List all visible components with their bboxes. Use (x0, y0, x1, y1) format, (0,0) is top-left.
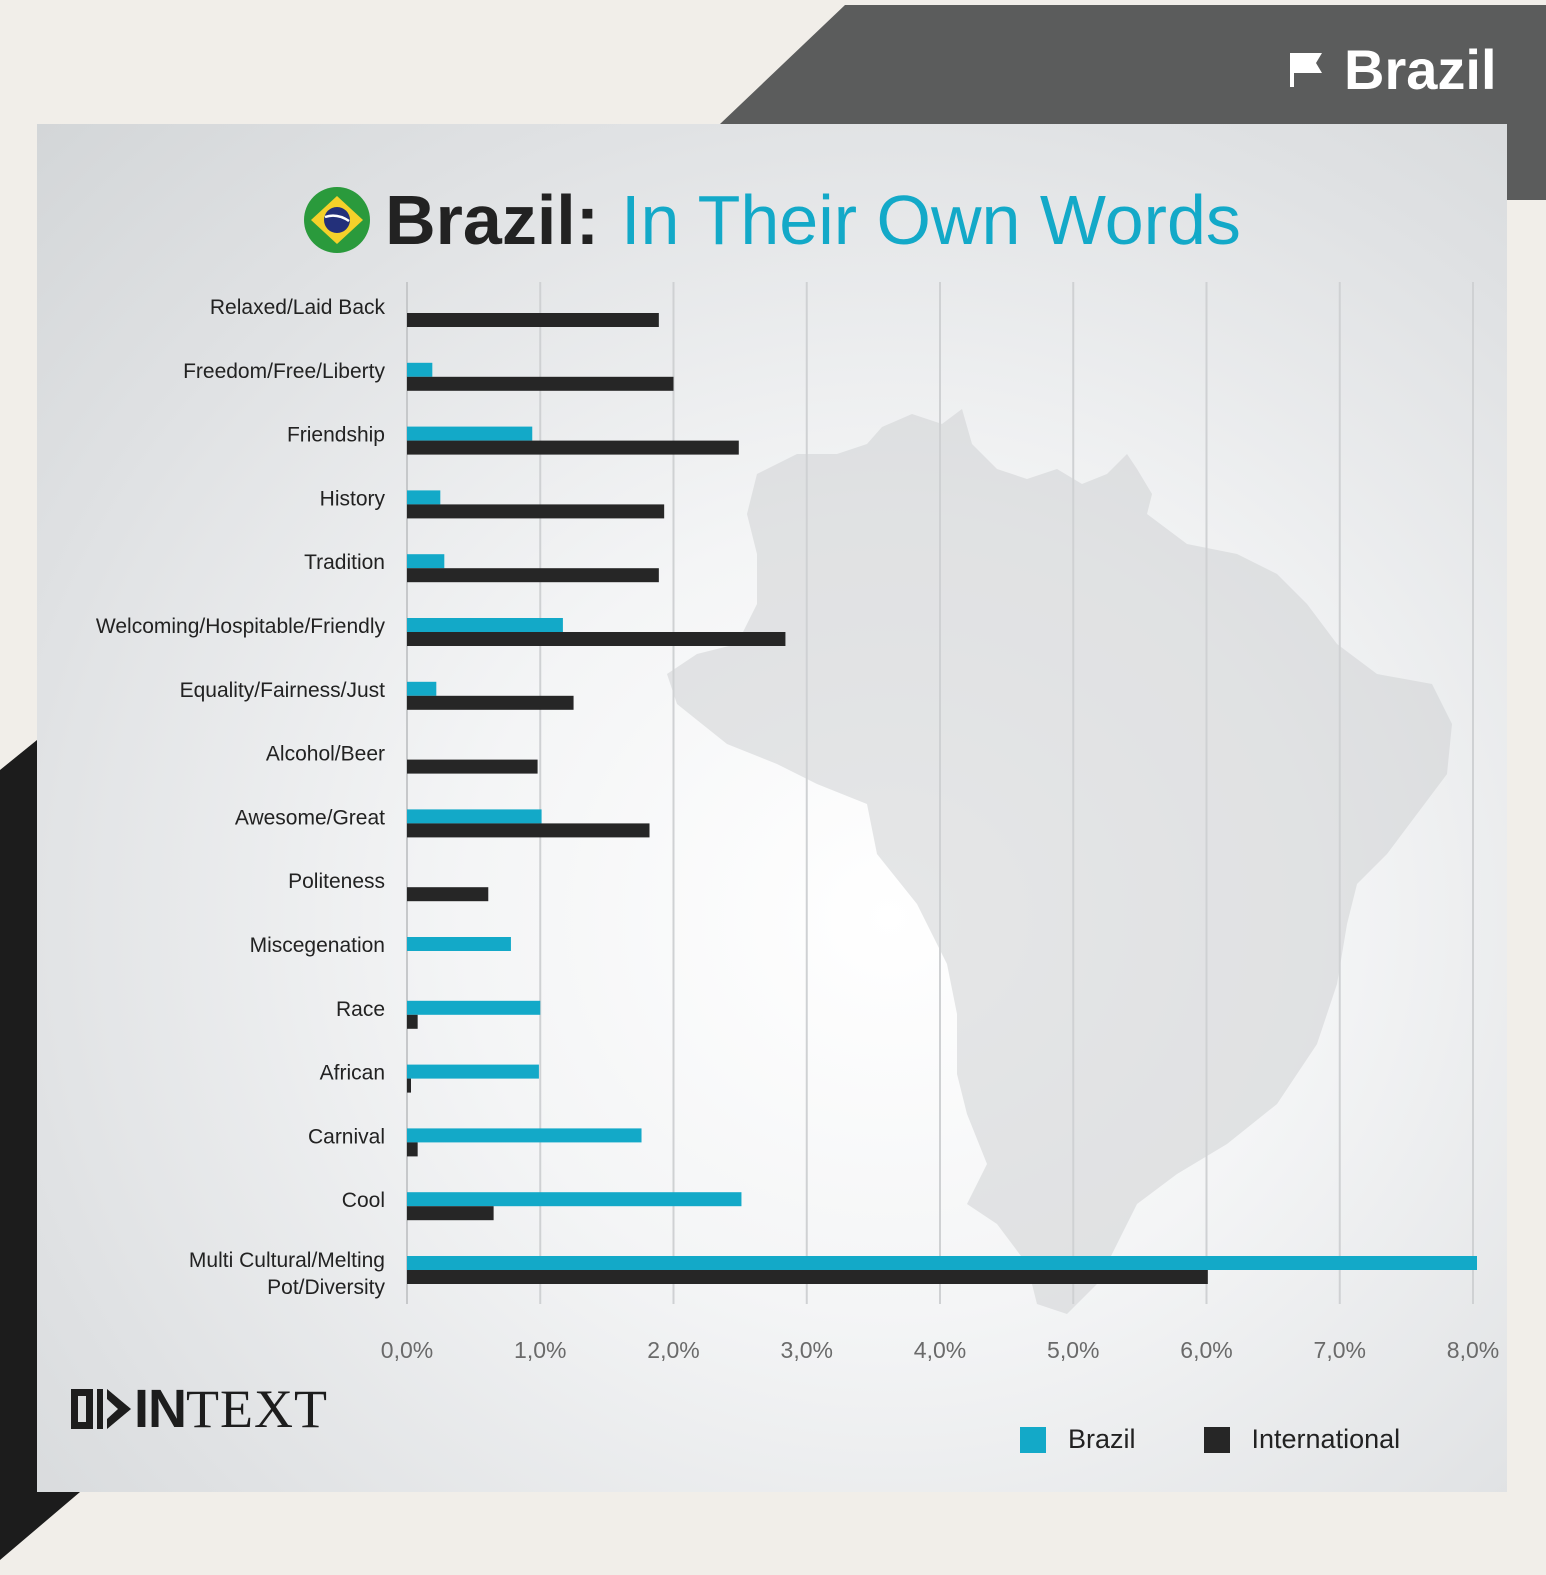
chart-legend: Brazil International (1020, 1424, 1468, 1455)
category-label: Equality/Fairness/Just (180, 679, 386, 702)
category-label: Multi Cultural/Melting (189, 1249, 385, 1272)
category-label: Welcoming/Hospitable/Friendly (96, 615, 386, 638)
x-tick-label: 4,0% (914, 1337, 966, 1363)
legend-label-international: International (1251, 1424, 1401, 1454)
bar-brazil (407, 681, 437, 696)
category-label: Tradition (304, 551, 385, 574)
bar-brazil (407, 1000, 541, 1015)
legend-swatch-international (1203, 1426, 1230, 1453)
bar-chart: Relaxed/Laid Back Freedom/Free/Liberty Fri… (96, 282, 1499, 1363)
category-label: African (320, 1062, 385, 1085)
bar-international (407, 1270, 1208, 1284)
x-tick-labels: 0,0% 1,0% 2,0% 3,0% 4,0% 5,0% 6,0% 7,0% 8,0% (381, 1337, 1499, 1363)
bar-brazil (407, 809, 542, 824)
bar-international (407, 440, 739, 455)
x-tick-label: 2,0% (647, 1337, 699, 1363)
bar-international (407, 695, 574, 710)
bar-international (407, 568, 659, 583)
page-title: Brazil: In Their Own Words (37, 180, 1507, 260)
x-tick-label: 1,0% (514, 1337, 566, 1363)
logo-text-left: IN (134, 1379, 187, 1439)
category-label: Alcohol/Beer (266, 743, 385, 766)
bar-international (407, 823, 650, 838)
bars (407, 313, 1477, 1284)
bar-international (407, 632, 786, 646)
bar-brazil (407, 554, 445, 569)
logo-mark-icon (71, 1389, 131, 1429)
bar-brazil (407, 1256, 1477, 1270)
category-label: Freedom/Free/Liberty (183, 360, 385, 383)
category-label: Pot/Diversity (267, 1276, 385, 1299)
bar-brazil (407, 490, 441, 505)
category-label: Race (336, 998, 385, 1021)
bar-international (407, 376, 674, 391)
gridlines (406, 282, 1474, 1304)
category-label: Friendship (287, 424, 385, 447)
legend-item-international: International (1203, 1424, 1401, 1455)
x-tick-label: 3,0% (781, 1337, 833, 1363)
x-tick-label: 6,0% (1180, 1337, 1232, 1363)
bar-brazil (407, 362, 433, 377)
bar-international (407, 759, 538, 774)
legend-label-brazil: Brazil (1068, 1424, 1136, 1454)
context-logo: IN TEXT (70, 1379, 328, 1439)
corner-label-text: Brazil (1344, 37, 1497, 101)
logo-text-right: TEXT (186, 1379, 328, 1439)
category-label: Cool (342, 1189, 385, 1212)
bar-brazil (407, 426, 533, 441)
bar-international (407, 1206, 494, 1221)
flag-icon (1290, 53, 1322, 87)
bar-brazil (407, 937, 511, 951)
chart-panel: Brazil: In Their Own Words Relaxed/Laid … (37, 124, 1507, 1492)
bar-international (407, 1142, 418, 1157)
category-label: Relaxed/Laid Back (210, 296, 386, 319)
legend-swatch-brazil (1020, 1426, 1046, 1453)
category-label: Awesome/Great (235, 806, 385, 829)
bar-brazil (407, 618, 563, 632)
x-tick-label: 5,0% (1047, 1337, 1099, 1363)
legend-item-brazil: Brazil (1020, 1424, 1136, 1455)
corner-country-label: Brazil (1288, 34, 1497, 104)
title-light: In Their Own Words (621, 181, 1241, 259)
category-label: Carnival (308, 1125, 385, 1148)
x-tick-label: 0,0% (381, 1337, 433, 1363)
bar-international (407, 1078, 411, 1093)
bar-international (407, 504, 665, 519)
title-bold: Brazil: (385, 181, 600, 259)
bar-international (407, 887, 489, 902)
brazil-map-silhouette (667, 409, 1452, 1314)
category-labels: Relaxed/Laid Back Freedom/Free/Liberty Fri… (96, 296, 386, 1299)
bar-brazil (407, 1128, 642, 1143)
bar-international (407, 313, 659, 327)
category-label: Politeness (288, 870, 385, 893)
bar-international (407, 1014, 418, 1029)
bar-brazil (407, 1064, 539, 1079)
x-tick-label: 7,0% (1314, 1337, 1366, 1363)
category-label: Miscegenation (250, 934, 385, 957)
brazil-flag-icon (304, 187, 371, 253)
x-tick-label: 8,0% (1447, 1337, 1499, 1363)
bar-brazil (407, 1192, 742, 1207)
category-label: History (320, 487, 386, 510)
